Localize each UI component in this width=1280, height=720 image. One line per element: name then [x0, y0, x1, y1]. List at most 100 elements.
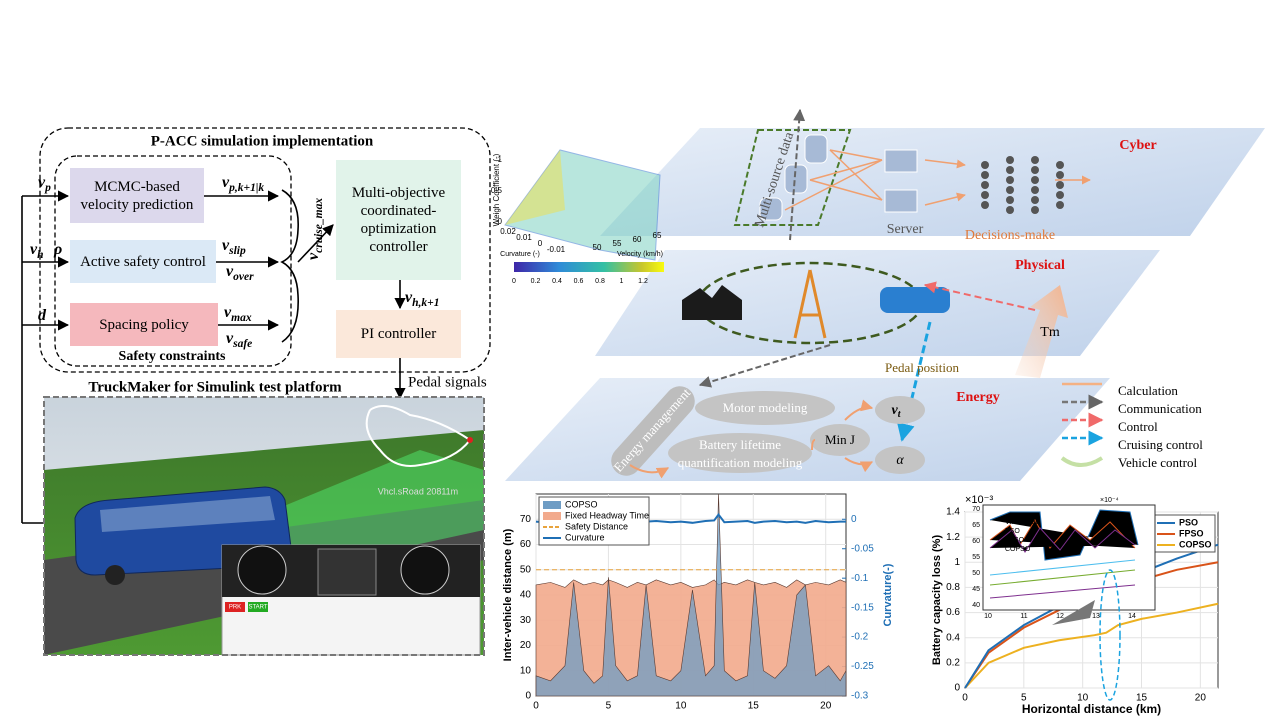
- inset-tick: 14: [1128, 613, 1136, 620]
- inset-tick: 13: [1092, 613, 1100, 620]
- series-line: [964, 602, 1219, 689]
- symbol: vover: [226, 263, 254, 283]
- symbol-sub: slip: [228, 244, 246, 256]
- bus-icon: [880, 287, 950, 313]
- flow: [811, 439, 816, 451]
- y2-tick-label: -0.3: [851, 691, 869, 702]
- symbol: vp,k+1|k: [222, 174, 264, 194]
- wheel: [105, 565, 125, 585]
- zoom-arrow: [1052, 600, 1095, 625]
- active-block: [70, 240, 216, 283]
- link: [784, 159, 883, 211]
- symbol-base: v: [891, 403, 898, 418]
- x-tick-label: 15: [1136, 693, 1148, 704]
- legend-label: Safety Distance: [565, 521, 628, 531]
- inset-tick: 70: [972, 506, 980, 513]
- surface-tick: 50: [593, 243, 602, 252]
- button: [248, 602, 268, 612]
- surface-axis: Velocity (km/h): [617, 251, 663, 258]
- button-label: START: [248, 605, 267, 611]
- database: [804, 134, 828, 164]
- neuron: [1006, 166, 1014, 174]
- y2-tick-label: 0: [851, 514, 857, 525]
- minj-label: Min J: [825, 432, 855, 447]
- neuron: [1056, 201, 1064, 209]
- neuron: [981, 171, 989, 179]
- neuron: [981, 181, 989, 189]
- surface-axis: Weigh Coefficient (-): [492, 153, 501, 226]
- flow: [844, 399, 874, 421]
- link: [809, 159, 883, 181]
- inset-line: [989, 584, 1136, 599]
- brace: [280, 189, 299, 343]
- y2-tick-label: -0.2: [851, 632, 869, 643]
- legend-label: Fixed Headway Time: [565, 510, 649, 520]
- minj-node: [810, 424, 870, 456]
- inset-tick: 65: [972, 522, 980, 529]
- inset-tick: 11: [1020, 613, 1027, 620]
- alpha-label: α: [896, 453, 904, 468]
- battery-label: Battery lifetime quantification modeling: [677, 437, 803, 470]
- server-icon: [884, 149, 918, 173]
- sensor-cone: [250, 450, 484, 570]
- symbol: d: [38, 307, 47, 324]
- gauge: [237, 545, 287, 595]
- inset-tick: 60: [972, 538, 980, 545]
- tm-frame: [43, 396, 485, 656]
- management-node: [611, 386, 695, 476]
- inset-line: [989, 527, 1136, 553]
- road-label: Vhcl.sRoad 20811m: [378, 486, 458, 496]
- inset-tick: 40: [972, 602, 980, 609]
- legend-label: FPSO: [1179, 528, 1204, 538]
- inset-tick: 50: [972, 570, 980, 577]
- active-label: Active safety control: [80, 253, 206, 270]
- bus-window: [100, 496, 275, 532]
- flow: [629, 464, 670, 479]
- pi-block: [336, 310, 461, 358]
- neuron: [1056, 161, 1064, 169]
- cyber-plane: [600, 128, 1265, 236]
- pedal-label: Pedal position: [885, 360, 960, 375]
- y-tick-label: 20: [520, 640, 532, 651]
- surface-tick: 0.02: [500, 227, 516, 236]
- surface: [505, 150, 565, 225]
- y-tick-label: 0.6: [946, 607, 960, 618]
- symbol-base: v: [222, 237, 230, 254]
- link: [829, 149, 883, 201]
- neuron: [1031, 186, 1039, 194]
- surface-tick: 65: [653, 231, 662, 240]
- controller-block: [336, 160, 461, 280]
- comm-arrow: [789, 108, 806, 241]
- decisions-label: Decisions-make: [965, 228, 1055, 243]
- x-tick-label: 10: [675, 701, 687, 712]
- y-tick-label: 0: [525, 691, 531, 702]
- inset-line: [989, 569, 1136, 586]
- symbol-base: v: [226, 330, 234, 347]
- y-tick-label: 0.4: [946, 632, 960, 643]
- neuron: [1031, 206, 1039, 214]
- neuron: [1031, 166, 1039, 174]
- inset-tick: 10: [984, 613, 992, 620]
- battery-label-text: Battery lifetime quantification modeling: [677, 437, 803, 470]
- neuron: [981, 201, 989, 209]
- legend-label: Curvature: [565, 532, 605, 542]
- neuron: [1031, 156, 1039, 164]
- tm-arrow: [1015, 285, 1068, 378]
- pedal-label: Pedal signals: [408, 374, 487, 390]
- surface-tick: 55: [613, 239, 622, 248]
- inset-tick: 45: [972, 586, 980, 593]
- neuron: [1056, 181, 1064, 189]
- sim-title: P-ACC simulation implementation: [151, 133, 374, 149]
- y-tick-label: 50: [520, 564, 532, 575]
- surface-tick: 0.5: [491, 186, 503, 195]
- surface-tick: 1: [498, 155, 503, 164]
- battery-node: [668, 433, 812, 473]
- symbol-sub: p: [44, 181, 51, 193]
- route-map: [365, 405, 472, 467]
- y-tick-label: 0.2: [946, 657, 960, 668]
- legend-label: Cruising control: [1118, 437, 1203, 452]
- spacing-block: [70, 303, 218, 346]
- symbol: vp: [38, 174, 51, 194]
- control-arrow: [923, 281, 1036, 311]
- active-label-text: Active safety control: [80, 253, 206, 270]
